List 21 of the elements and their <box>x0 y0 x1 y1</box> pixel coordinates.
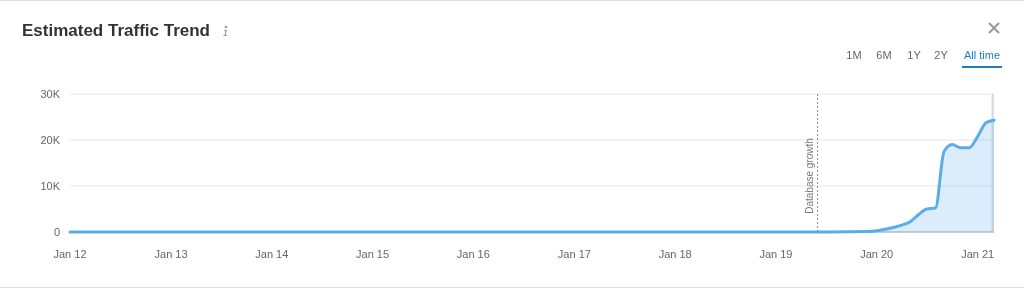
x-tick-label: Jan 17 <box>557 248 591 260</box>
y-tick-label: 10K <box>40 180 61 192</box>
y-tick-label: 30K <box>40 88 61 100</box>
x-tick-label: Jan 16 <box>456 248 490 260</box>
x-tick-label: Jan 19 <box>759 248 793 260</box>
chart-title: Estimated Traffic Trend <box>22 21 210 40</box>
text: 6M <box>876 49 892 61</box>
x-tick-label: Jan 20 <box>860 248 894 260</box>
y-tick-label: 0 <box>53 226 60 238</box>
y-tick-label: 20K <box>40 134 61 146</box>
x-tick-label: Jan 21 <box>961 248 995 260</box>
x-tick-label: Jan 18 <box>658 248 692 260</box>
text: 1M <box>846 49 862 61</box>
x-tick-label: Jan 14 <box>255 248 289 260</box>
x-tick-label: Jan 15 <box>356 248 390 260</box>
x-tick-label: Jan 13 <box>154 248 188 260</box>
text: All time <box>963 49 1001 61</box>
x-tick-label: Jan 12 <box>53 248 87 260</box>
ref-line-label: Database growth <box>803 138 815 214</box>
text: 2Y <box>934 49 949 61</box>
text: 1Y <box>907 49 922 61</box>
